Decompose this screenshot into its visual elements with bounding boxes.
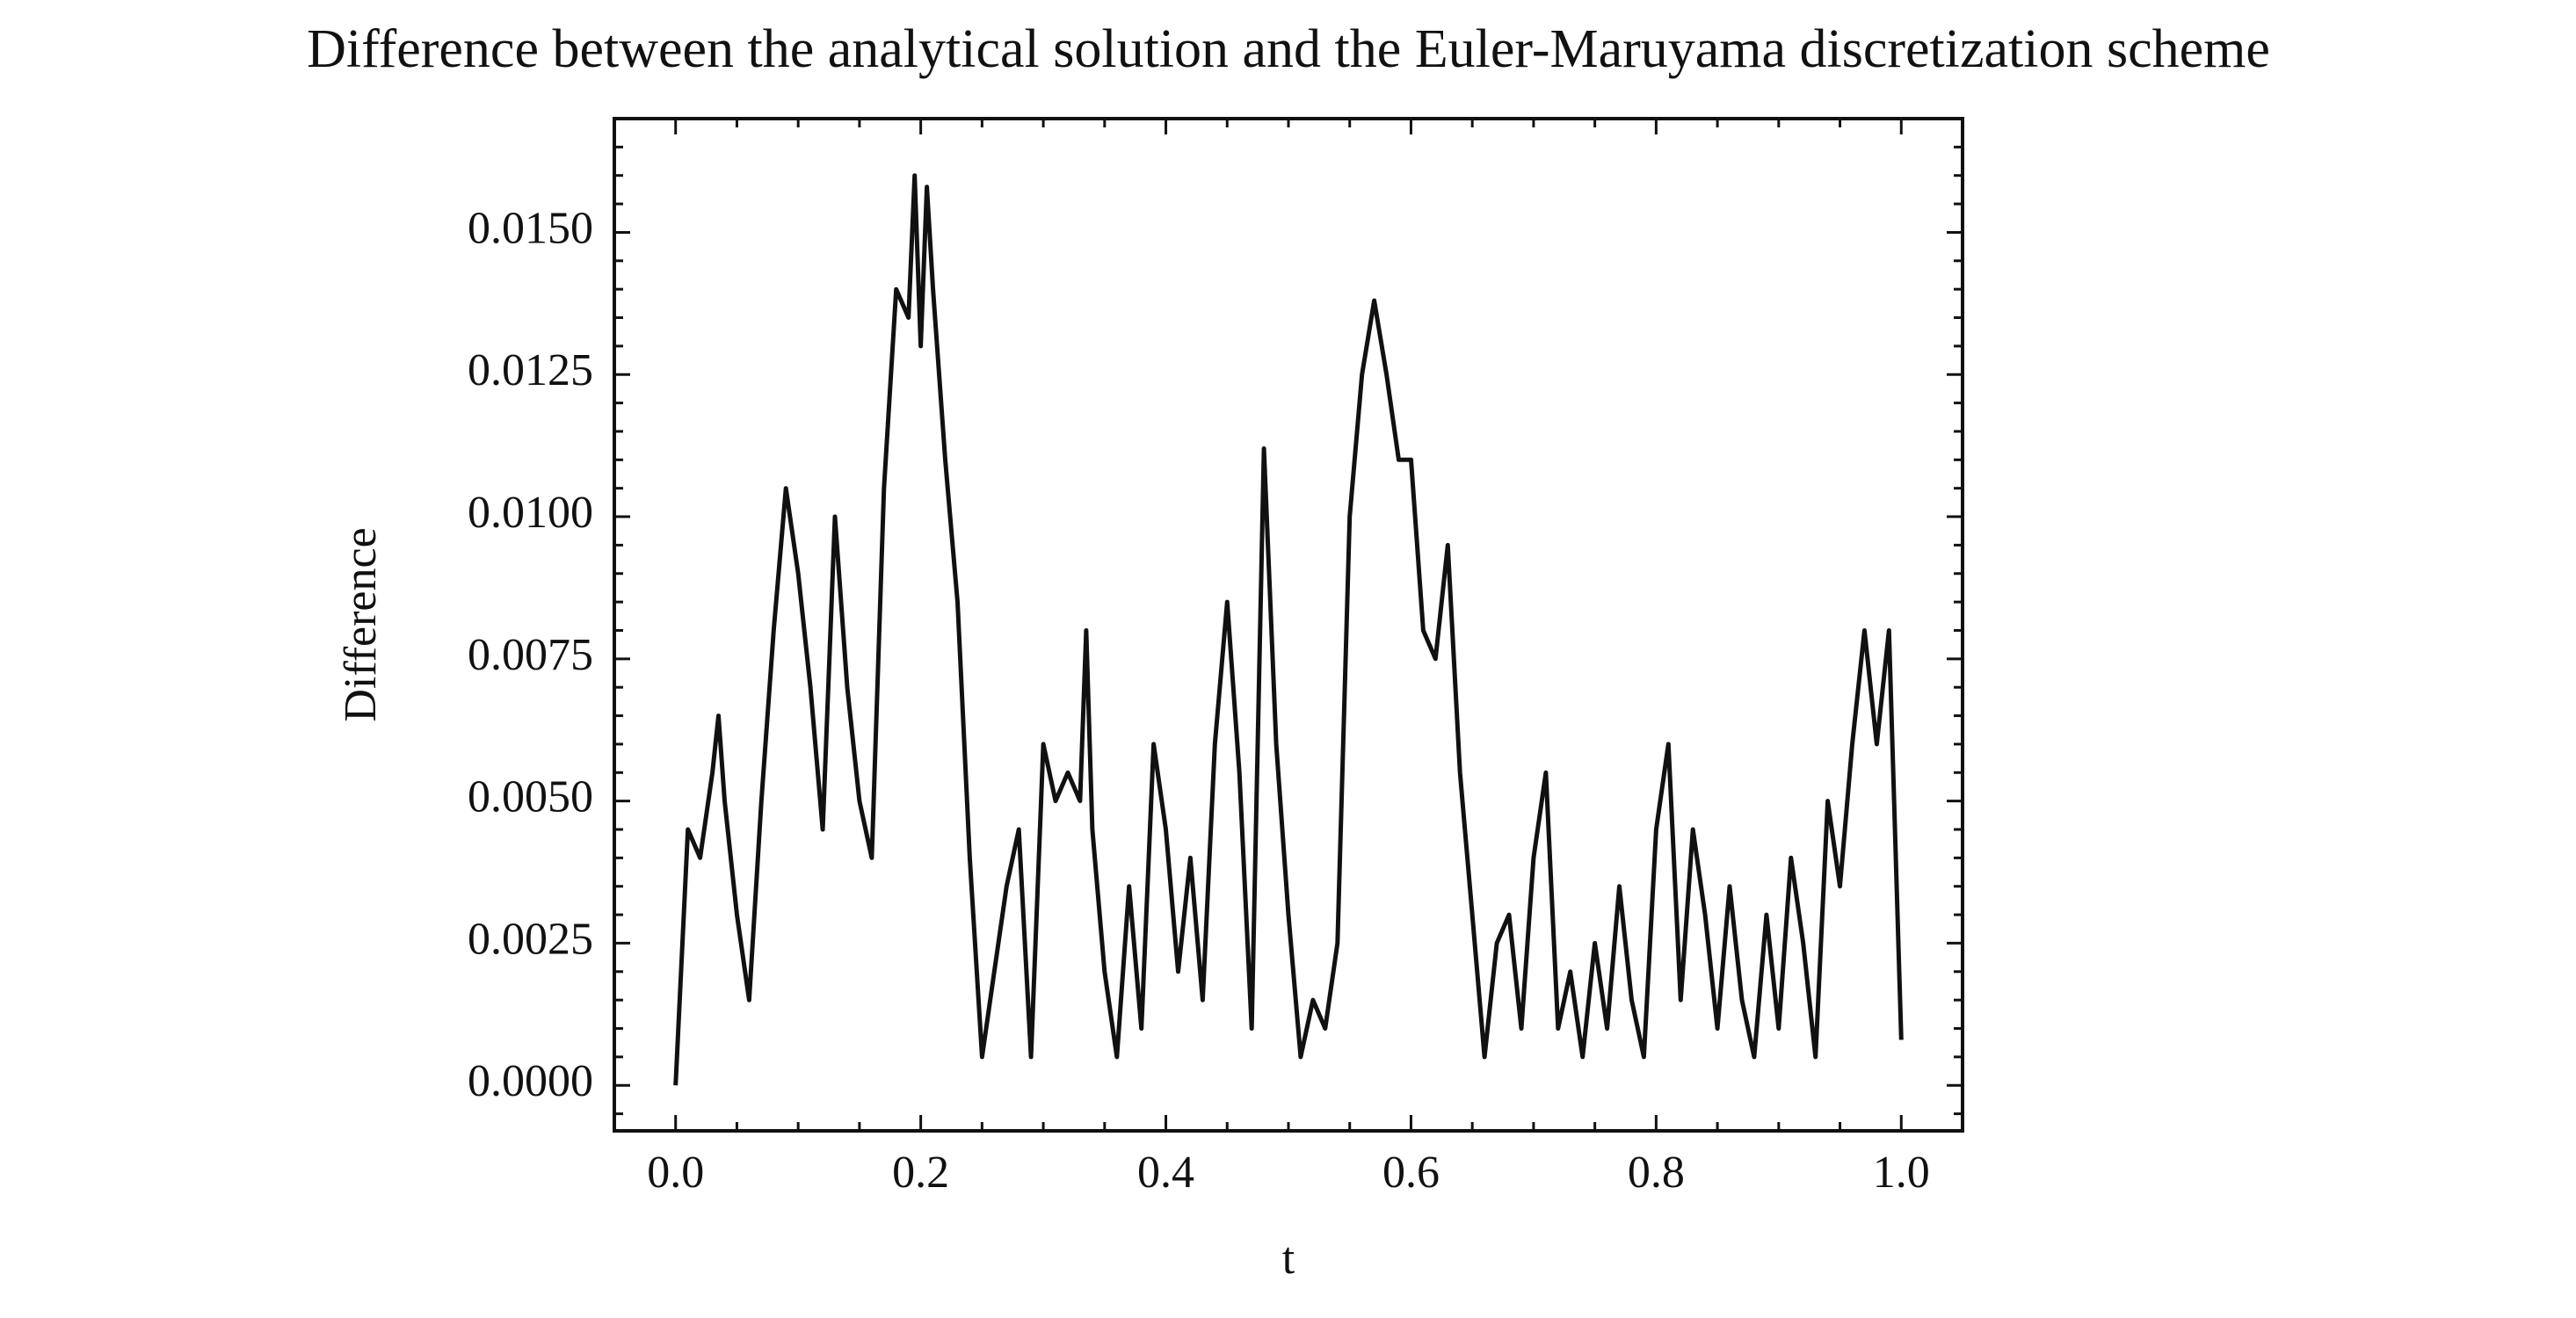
chart-title: Difference between the analytical soluti…: [307, 19, 2270, 79]
data-line: [673, 173, 1904, 1086]
x-tick-label: 0.0: [647, 1148, 704, 1198]
y-tick-label: 0.0100: [468, 488, 593, 538]
y-tick-label: 0.0150: [468, 203, 593, 253]
x-axis-label: t: [1282, 1234, 1295, 1284]
x-tick-label: 0.6: [1382, 1148, 1440, 1198]
x-tick-label: 1.0: [1873, 1148, 1930, 1198]
x-tick-label: 0.2: [892, 1148, 949, 1198]
y-tick-label: 0.0050: [468, 772, 593, 822]
y-tick-label: 0.0025: [468, 914, 593, 964]
x-tick-label: 0.4: [1137, 1148, 1194, 1198]
y-tick-label: 0.0125: [468, 345, 593, 395]
y-tick-label: 0.0000: [468, 1056, 593, 1106]
y-tick-label: 0.0075: [468, 630, 593, 680]
y-axis-label: Difference: [336, 527, 386, 721]
x-tick-label: 0.8: [1628, 1148, 1685, 1198]
